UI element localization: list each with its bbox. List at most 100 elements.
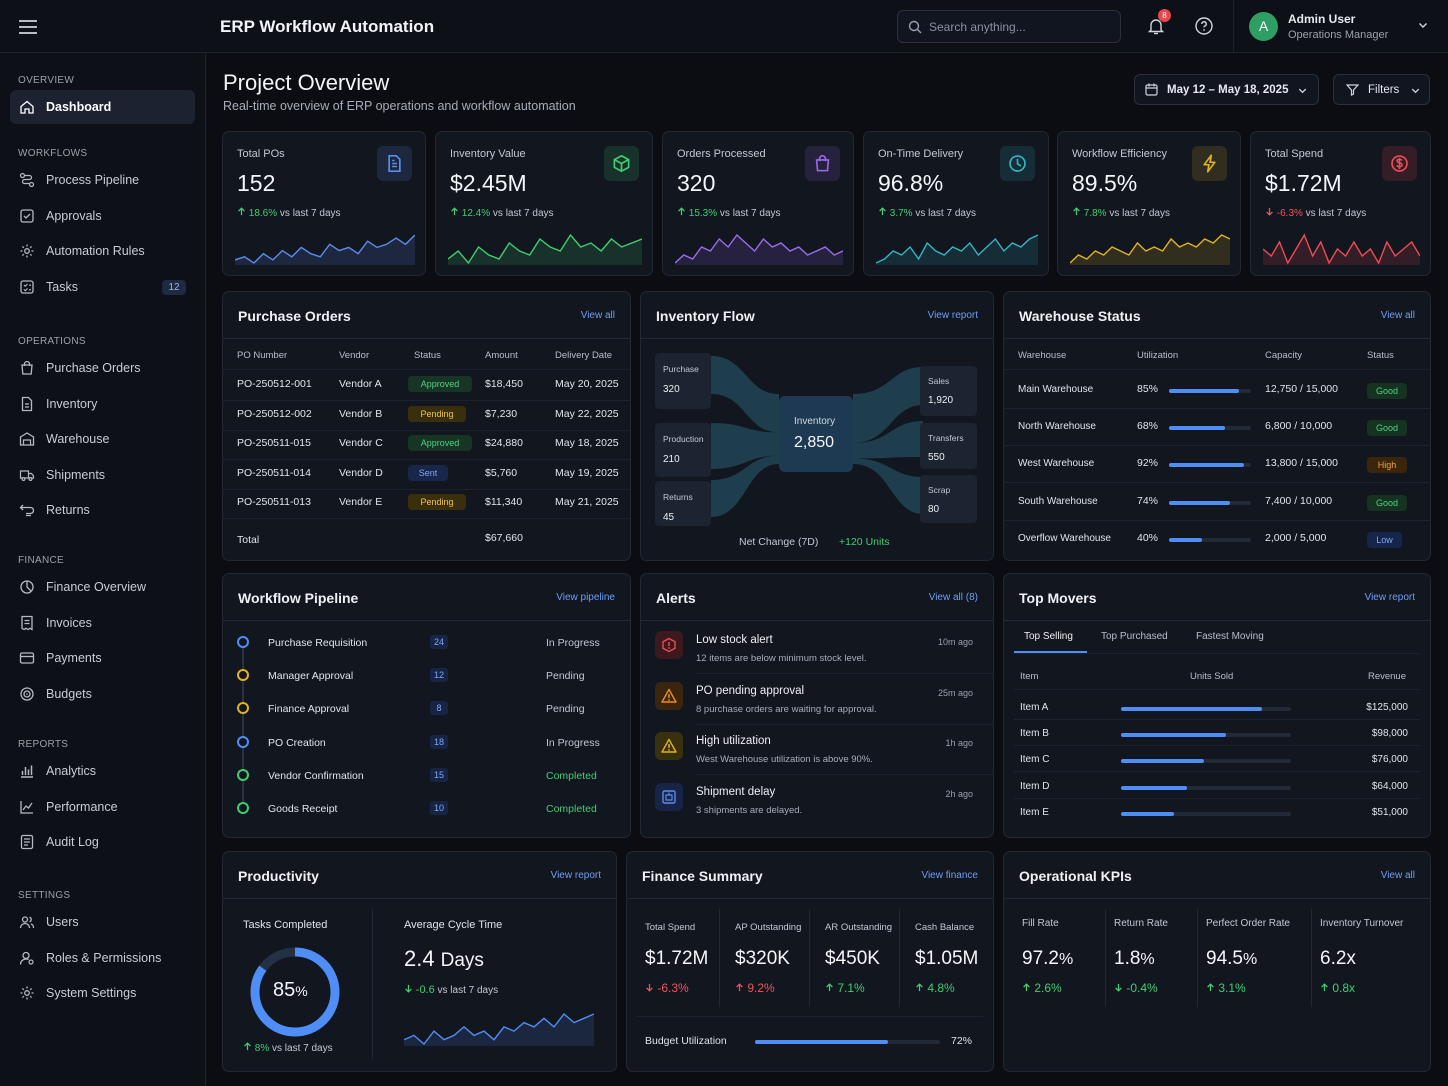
- tab-top-selling[interactable]: Top Selling: [1024, 631, 1073, 642]
- table-row[interactable]: Overflow Warehouse 40% 2,000 / 5,000 Low: [1004, 522, 1430, 558]
- kpi-delta-caption: vs last 7 days: [490, 208, 554, 219]
- alert-item[interactable]: PO pending approval 8 purchase orders are…: [641, 680, 993, 728]
- search-box[interactable]: [897, 10, 1121, 43]
- menu-icon[interactable]: [17, 16, 39, 38]
- kpi-card-workflow-efficiency[interactable]: Workflow Efficiency 89.5% 7.8% vs last 7 …: [1057, 131, 1241, 276]
- view-pipeline-link[interactable]: View pipeline: [556, 592, 615, 603]
- operational-kpi[interactable]: Return Rate 1.8% -0.4%: [1106, 909, 1198, 1007]
- sidebar-item-warehouse[interactable]: Warehouse: [10, 422, 195, 456]
- sidebar-item-process-pipeline[interactable]: Process Pipeline: [10, 163, 195, 197]
- view-all-link[interactable]: View all: [580, 310, 615, 321]
- sidebar-item-users[interactable]: Users: [10, 905, 195, 939]
- alert-item[interactable]: High utilization West Warehouse utilizati…: [641, 730, 993, 778]
- sidebar-item-purchase-orders[interactable]: Purchase Orders: [10, 351, 195, 385]
- pipeline-step[interactable]: Manager Approval 12 Pending: [223, 667, 630, 697]
- flow-target-node[interactable]: Transfers 550: [920, 423, 977, 469]
- view-all-link[interactable]: View all: [1380, 870, 1415, 881]
- table-row[interactable]: Item D $64,000: [1004, 777, 1430, 801]
- sidebar-item-performance[interactable]: Performance: [10, 790, 195, 824]
- table-row[interactable]: Item C $76,000: [1004, 750, 1430, 774]
- flow-source-node[interactable]: Production 210: [655, 423, 711, 477]
- flow-source-node[interactable]: Purchase 320: [655, 353, 711, 409]
- sidebar-item-tasks[interactable]: Tasks 12: [10, 270, 195, 304]
- alert-title: High utilization: [696, 735, 771, 747]
- kpi-card-total-spend[interactable]: Total Spend $1.72M -6.3% vs last 7 days: [1250, 131, 1431, 276]
- sidebar-item-audit-log[interactable]: Audit Log: [10, 825, 195, 859]
- table-row[interactable]: Item B $98,000: [1004, 724, 1430, 748]
- alert-item[interactable]: Shipment delay 3 shipments are delayed. 2h…: [641, 781, 993, 829]
- sidebar-item-dashboard[interactable]: Dashboard: [10, 90, 195, 124]
- date-range-picker[interactable]: May 12 – May 18, 2025: [1134, 74, 1319, 105]
- filters-button[interactable]: Filters: [1333, 74, 1430, 105]
- sidebar-item-system-settings[interactable]: System Settings: [10, 976, 195, 1010]
- table-row[interactable]: South Warehouse 74% 7,400 / 10,000 Good: [1004, 485, 1430, 521]
- top-bar: ERP Workflow Automation 8 A Admin User O…: [0, 0, 1448, 53]
- pipeline-step[interactable]: Goods Receipt 10 Completed: [223, 800, 630, 830]
- view-report-link[interactable]: View report: [550, 870, 601, 881]
- table-row[interactable]: North Warehouse 68% 6,800 / 10,000 Good: [1004, 410, 1430, 446]
- finance-metric-value: $1.05M: [915, 948, 979, 969]
- sidebar-item-payments[interactable]: Payments: [10, 641, 195, 675]
- sidebar-item-invoices[interactable]: Invoices: [10, 606, 195, 640]
- table-row[interactable]: Item A $125,000: [1004, 698, 1430, 722]
- table-row[interactable]: West Warehouse 92% 13,800 / 15,000 High: [1004, 447, 1430, 483]
- view-all-alerts-link[interactable]: View all (8): [928, 592, 978, 603]
- kpi-sparkline: [876, 234, 1038, 265]
- pipeline-step[interactable]: Finance Approval 8 Pending: [223, 700, 630, 730]
- tab-fastest-moving[interactable]: Fastest Moving: [1196, 631, 1264, 642]
- kpi-card-orders-processed[interactable]: Orders Processed 320 15.3% vs last 7 days: [662, 131, 854, 276]
- step-count-badge: 10: [430, 801, 448, 815]
- help-icon[interactable]: [1194, 16, 1214, 36]
- sidebar-item-inventory[interactable]: Inventory: [10, 387, 195, 421]
- sidebar-item-returns[interactable]: Returns: [10, 493, 195, 527]
- tab-top-purchased[interactable]: Top Purchased: [1101, 631, 1168, 642]
- warning-icon: [655, 681, 683, 710]
- divider: [1004, 338, 1430, 339]
- finance-metric[interactable]: Cash Balance $1.05M 4.8%: [907, 909, 990, 1007]
- pipeline-step[interactable]: Vendor Confirmation 15 Completed: [223, 767, 630, 797]
- view-report-link[interactable]: View report: [927, 310, 978, 321]
- pipeline-step[interactable]: PO Creation 18 In Progress: [223, 734, 630, 764]
- view-all-link[interactable]: View all: [1380, 310, 1415, 321]
- table-row[interactable]: PO-250511-014 Vendor D Sent $5,760 May 19, 2…: [223, 461, 630, 490]
- table-row[interactable]: PO-250511-015 Vendor C Approved $24,880 May …: [223, 431, 630, 460]
- bell-icon[interactable]: [1146, 16, 1166, 36]
- alert-item[interactable]: Low stock alert 12 items are below minimu…: [641, 629, 993, 677]
- table-row[interactable]: PO-250512-002 Vendor B Pending $7,230 May 22…: [223, 402, 630, 431]
- column-header: Warehouse: [1018, 350, 1067, 361]
- kpi-delta: 7.8% vs last 7 days: [1072, 207, 1170, 219]
- flow-target-node[interactable]: Scrap 80: [920, 475, 977, 523]
- table-row[interactable]: PO-250512-001 Vendor A Approved $18,450 May …: [223, 372, 630, 401]
- kpi-card-on-time-delivery[interactable]: On-Time Delivery 96.8% 3.7% vs last 7 day…: [863, 131, 1049, 276]
- finance-metric[interactable]: Total Spend $1.72M -6.3%: [637, 909, 720, 1007]
- finance-metric-label: Total Spend: [645, 922, 696, 933]
- flow-target-node[interactable]: Sales 1,920: [920, 366, 977, 416]
- finance-metric[interactable]: AR Outstanding $450K 7.1%: [817, 909, 900, 1007]
- step-name: Goods Receipt: [268, 803, 338, 815]
- user-menu[interactable]: A Admin User Operations Manager: [1249, 11, 1439, 43]
- inventory-center-node[interactable]: Inventory 2,850: [779, 396, 853, 472]
- operational-kpi[interactable]: Fill Rate 97.2% 2.6%: [1014, 909, 1106, 1007]
- search-input[interactable]: [929, 18, 1114, 36]
- sidebar-item-shipments[interactable]: Shipments: [10, 458, 195, 492]
- kpi-card-inventory-value[interactable]: Inventory Value $2.45M 12.4% vs last 7 da…: [435, 131, 653, 276]
- sidebar-item-approvals[interactable]: Approvals: [10, 199, 195, 233]
- sidebar-item-finance-overview[interactable]: Finance Overview: [10, 570, 195, 604]
- sidebar-item-analytics[interactable]: Analytics: [10, 754, 195, 788]
- operational-kpi[interactable]: Perfect Order Rate 94.5% 3.1%: [1198, 909, 1312, 1007]
- table-row[interactable]: Main Warehouse 85% 12,750 / 15,000 Good: [1004, 373, 1430, 409]
- pipeline-step[interactable]: Purchase Requisition 24 In Progress: [223, 634, 630, 664]
- operational-kpi[interactable]: Inventory Turnover 6.2x 0.8x: [1312, 909, 1417, 1007]
- view-report-link[interactable]: View report: [1364, 592, 1415, 603]
- sidebar-item-roles-permissions[interactable]: Roles & Permissions: [10, 941, 195, 975]
- flow-source-node[interactable]: Returns 45: [655, 481, 711, 526]
- view-finance-link[interactable]: View finance: [921, 870, 978, 881]
- table-row[interactable]: Item E $51,000: [1004, 803, 1430, 827]
- sidebar-item-automation-rules[interactable]: Automation Rules: [10, 234, 195, 268]
- step-count-badge: 18: [430, 734, 448, 749]
- sidebar-item-budgets[interactable]: Budgets: [10, 677, 195, 711]
- kpi-card-total-pos[interactable]: Total POs 152 18.6% vs last 7 days: [222, 131, 426, 276]
- po-number: PO-250511-014: [237, 466, 311, 479]
- finance-metric[interactable]: AP Outstanding $320K 9.2%: [727, 909, 810, 1007]
- table-row[interactable]: PO-250511-013 Vendor E Pending $11,340 May 2…: [223, 490, 630, 519]
